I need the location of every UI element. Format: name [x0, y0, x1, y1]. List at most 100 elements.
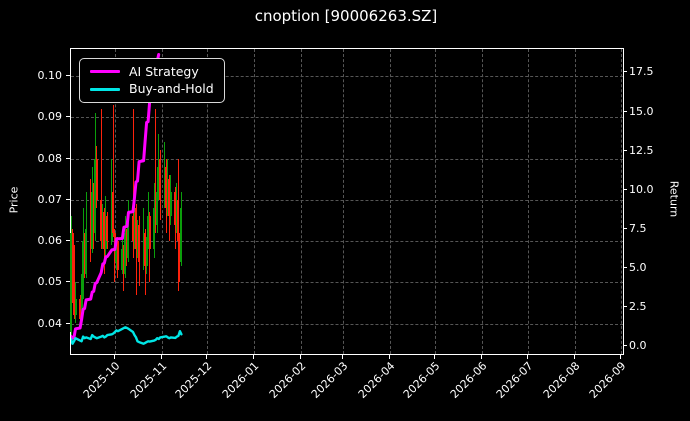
price-tick-mark: [66, 198, 70, 200]
ai-strategy-line: [71, 53, 161, 340]
candle-body-down: [79, 298, 82, 320]
candle-body-up: [180, 208, 183, 262]
candle-body-down: [132, 216, 134, 242]
return-tick-label: 15.0: [629, 104, 654, 118]
candle-body-up: [142, 232, 145, 262]
candle-body-up: [124, 232, 127, 275]
candle-body-up: [153, 208, 156, 250]
candle-body-up: [136, 224, 139, 250]
chart-title: cnoption [90006263.SZ]: [254, 7, 438, 25]
legend-entry-ai-strategy: AI Strategy: [90, 63, 224, 79]
candle-body-up: [104, 216, 107, 250]
return-tick-label: 17.5: [629, 65, 654, 79]
candle-body-down: [83, 241, 86, 275]
candle-body-up: [166, 179, 169, 209]
month-gridline: [161, 49, 163, 354]
price-tick-label: 0.06: [37, 234, 63, 248]
price-gridline: [71, 323, 623, 325]
candle-down: [155, 109, 157, 233]
legend-label-ai-strategy: AI Strategy: [129, 63, 199, 79]
price-tick-mark: [66, 75, 70, 77]
month-gridline: [300, 49, 302, 354]
plot-area: AI Strategy Buy-and-Hold: [70, 48, 624, 355]
month-tick-mark: [342, 355, 344, 359]
return-tick-mark: [623, 345, 627, 347]
candle-down: [132, 109, 134, 258]
month-tick-mark: [434, 355, 436, 359]
legend-entry-buy-and-hold: Buy-and-Hold: [90, 81, 224, 96]
month-gridline: [621, 49, 623, 354]
candle-body-up: [85, 228, 88, 275]
candle-body-up: [133, 208, 136, 242]
price-gridline: [71, 76, 623, 78]
candle-body-down: [112, 191, 115, 233]
price-tick-mark: [66, 322, 70, 324]
buy-and-hold-line-swatch: [90, 87, 120, 91]
candle-body-up: [91, 191, 94, 250]
return-tick-mark: [623, 110, 627, 112]
candle-body-up: [101, 212, 104, 242]
candle-body-down: [106, 216, 109, 242]
candle-down: [90, 179, 92, 262]
price-gridline: [71, 241, 623, 243]
candle-body-up: [169, 191, 172, 217]
candle-body-up: [74, 298, 77, 316]
candle-body-up: [156, 191, 159, 225]
price-tick-label: 0.05: [37, 275, 63, 289]
return-tick-label: 7.5: [629, 221, 647, 235]
price-tick-mark: [66, 157, 70, 159]
candle-body-down: [116, 241, 119, 270]
legend: AI Strategy Buy-and-Hold: [79, 58, 225, 103]
return-tick-label: 12.5: [629, 143, 654, 157]
month-tick-mark: [252, 355, 254, 359]
candle-body-down: [95, 158, 98, 200]
price-tick-label: 0.04: [37, 316, 63, 330]
return-tick-mark: [623, 266, 627, 268]
candle-down: [112, 105, 114, 237]
candle-body-up: [121, 249, 124, 270]
month-gridline: [482, 49, 484, 354]
candle-body-down: [165, 166, 168, 209]
month-gridline: [207, 49, 209, 354]
candle-body-down: [122, 249, 125, 275]
candle-body-up: [127, 216, 130, 258]
return-tick-mark: [623, 305, 627, 307]
return-tick-label: 10.0: [629, 182, 654, 196]
price-tick-mark: [66, 240, 70, 242]
month-gridline: [343, 49, 345, 354]
return-tick-mark: [623, 71, 627, 73]
candle-body-up: [175, 199, 178, 225]
price-tick-label: 0.08: [37, 151, 63, 165]
month-tick-mark: [526, 355, 528, 359]
candle-body-down: [135, 208, 138, 250]
candle-body-up: [157, 158, 160, 192]
legend-label-buy-and-hold: Buy-and-Hold: [129, 81, 214, 96]
candle-body-up: [82, 241, 85, 295]
price-gridline: [71, 199, 623, 201]
candle-down: [135, 203, 137, 295]
month-tick-mark: [160, 355, 162, 359]
return-tick-mark: [623, 227, 627, 229]
candle-body-up: [94, 158, 97, 233]
candle-body-down: [89, 228, 92, 250]
price-gridline: [71, 117, 623, 119]
candle-down: [73, 245, 75, 320]
candle-body-down: [148, 216, 151, 250]
month-gridline: [114, 49, 116, 354]
month-gridline: [390, 49, 392, 354]
candle-body-down: [174, 191, 177, 225]
month-tick-mark: [481, 355, 483, 359]
month-gridline: [574, 49, 576, 354]
month-tick-mark: [389, 355, 391, 359]
candle-body-down: [144, 232, 147, 266]
return-tick-label: 5.0: [629, 260, 647, 274]
price-gridline: [71, 158, 623, 160]
month-gridline: [253, 49, 255, 354]
candle-body-down: [138, 224, 141, 262]
candle-body-up: [110, 191, 113, 242]
candle-body-down: [71, 232, 74, 291]
month-tick-mark: [299, 355, 301, 359]
candle-body-down: [73, 290, 76, 316]
price-tick-mark: [66, 281, 70, 283]
